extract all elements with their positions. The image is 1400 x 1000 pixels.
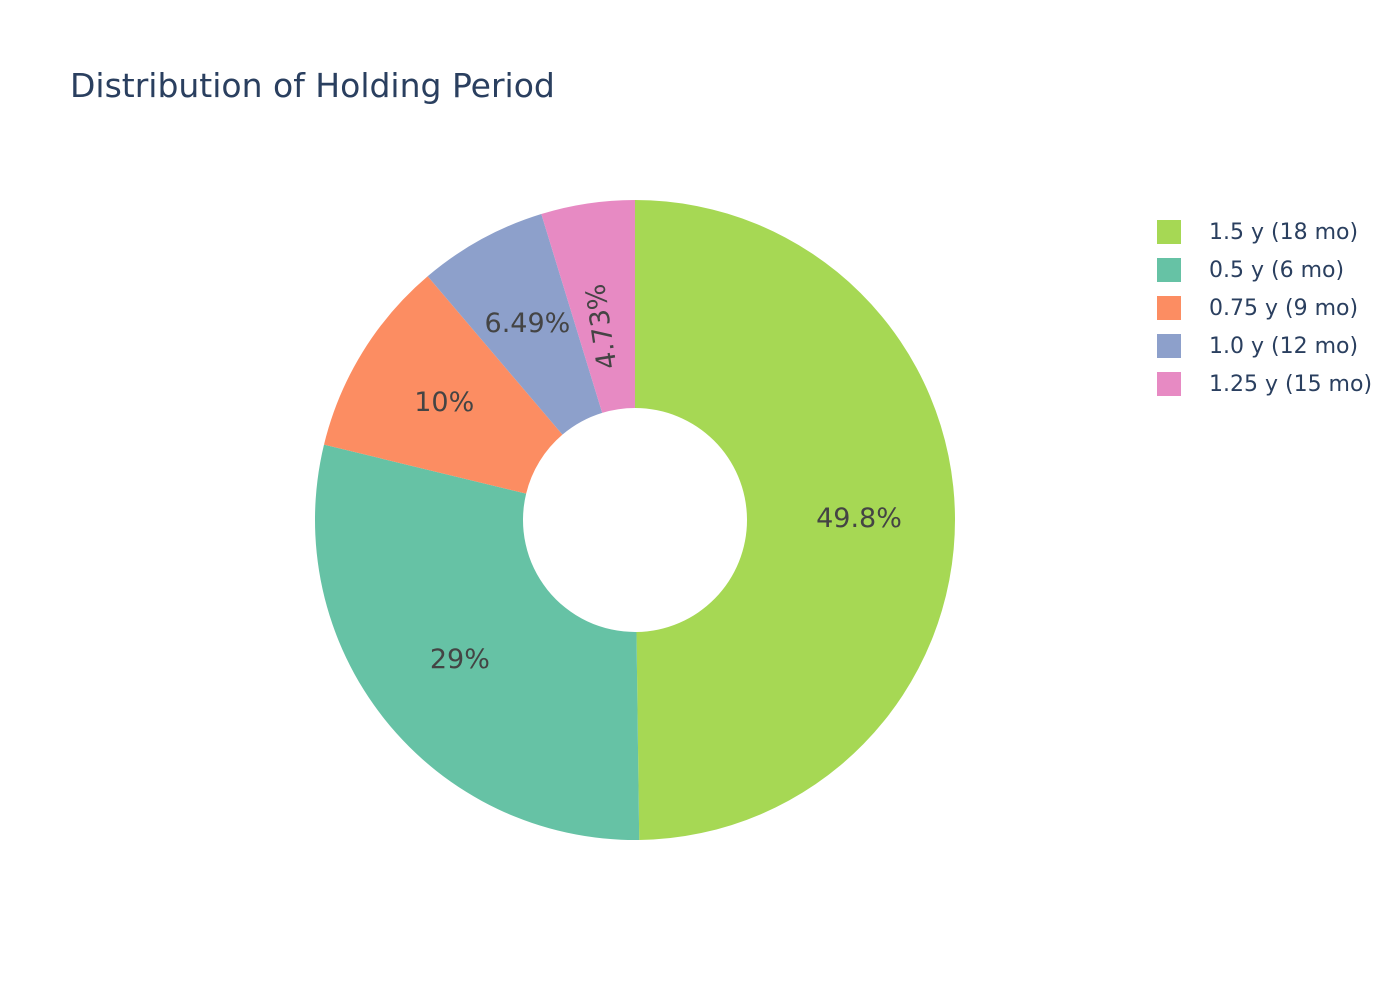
legend-label: 0.75 y (9 mo) (1209, 295, 1359, 321)
legend-item[interactable]: 1.5 y (18 mo) (1157, 213, 1372, 251)
slice-label-1: 29% (430, 644, 490, 675)
slice-2[interactable] (324, 276, 563, 494)
legend-swatch (1157, 372, 1181, 396)
donut-slices (315, 200, 955, 840)
legend-swatch (1157, 334, 1181, 358)
slice-3[interactable] (427, 214, 603, 435)
legend-label: 1.0 y (12 mo) (1209, 333, 1359, 359)
slice-label-0: 49.8% (816, 503, 902, 534)
legend-item[interactable]: 1.0 y (12 mo) (1157, 327, 1372, 365)
legend-item[interactable]: 0.75 y (9 mo) (1157, 289, 1372, 327)
legend-swatch (1157, 258, 1181, 282)
legend-item[interactable]: 1.25 y (15 mo) (1157, 365, 1372, 403)
legend-swatch (1157, 296, 1181, 320)
legend-label: 1.25 y (15 mo) (1209, 371, 1373, 397)
legend-label: 0.5 y (6 mo) (1209, 257, 1345, 283)
legend-label: 1.5 y (18 mo) (1209, 219, 1359, 245)
slice-labels: 49.8%29%10%6.49% 4.73% (414, 282, 902, 675)
slice-4[interactable] (541, 200, 635, 413)
slice-1[interactable] (315, 444, 640, 840)
legend-swatch (1157, 220, 1181, 244)
legend-item[interactable]: 0.5 y (6 mo) (1157, 251, 1372, 289)
chart-title: Distribution of Holding Period (70, 66, 555, 105)
slice-label-3: 6.49% (485, 308, 571, 339)
legend: 1.5 y (18 mo) 0.5 y (6 mo) 0.75 y (9 mo) 1.… (1157, 213, 1372, 403)
slice-0[interactable] (635, 200, 955, 840)
slice-label-2: 10% (414, 387, 474, 418)
